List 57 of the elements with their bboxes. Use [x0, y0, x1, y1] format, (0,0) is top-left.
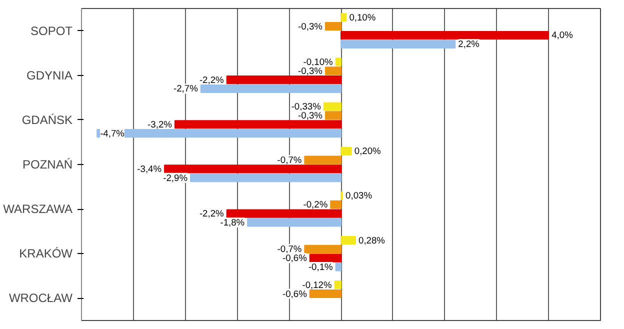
y-tick-label: POZNAŃ: [22, 158, 73, 172]
bar: [226, 209, 342, 218]
bar: [340, 146, 352, 156]
bar: [340, 30, 550, 40]
bar: [304, 244, 342, 254]
bar: [174, 120, 342, 129]
bar: [247, 218, 342, 227]
bar: [309, 289, 342, 298]
y-tick-label: SOPOT: [30, 24, 74, 38]
data-label: 0,20%: [354, 146, 381, 156]
data-label: -0,3%: [298, 110, 322, 120]
bar: [340, 236, 356, 245]
data-label: -0,2%: [303, 200, 328, 210]
data-label: 0,10%: [349, 12, 376, 22]
data-label: -0,1%: [308, 262, 333, 272]
bar: [324, 66, 342, 76]
data-label: -0,3%: [298, 21, 322, 32]
data-label: -0,12%: [302, 280, 332, 290]
data-label: 0,28%: [358, 235, 385, 246]
bar: [309, 254, 342, 262]
data-label: -3,2%: [148, 119, 172, 130]
data-label: 0,03%: [346, 190, 372, 201]
bar: [164, 164, 342, 174]
data-label: -0,6%: [282, 253, 307, 264]
y-tick-label: WARSZAWA: [3, 202, 72, 216]
bar: [323, 102, 342, 111]
data-label: 2,2%: [458, 39, 480, 50]
y-tick-label: GDAŃSK: [22, 112, 73, 127]
data-label: -0,7%: [277, 155, 302, 166]
y-tick-label: WROCŁAW: [8, 291, 74, 306]
bar: [334, 280, 342, 290]
data-label: -0,10%: [303, 56, 333, 67]
bar: [330, 200, 342, 209]
bar: [335, 262, 342, 272]
data-label: -3,4%: [137, 164, 162, 174]
bar: [304, 156, 342, 164]
y-tick-label: KRAKÓW: [19, 246, 74, 261]
bar: [200, 84, 342, 94]
data-label: -4,7%: [100, 128, 124, 138]
y-tick-label: GDYNIA: [26, 68, 73, 82]
bar: [324, 22, 342, 31]
bar: [226, 76, 342, 84]
data-label: -0,7%: [277, 244, 302, 254]
data-label: 4,0%: [552, 30, 573, 40]
data-label: -2,2%: [199, 74, 224, 85]
bar: [340, 40, 456, 48]
data-label: -0,3%: [298, 66, 322, 76]
data-label: -0,33%: [291, 102, 321, 112]
data-label: -2,7%: [174, 84, 198, 94]
bar: [340, 13, 347, 22]
bar: [335, 58, 342, 66]
data-label: -2,9%: [163, 172, 188, 183]
bar: [324, 111, 342, 120]
bar: [190, 174, 342, 182]
data-label: -2,2%: [199, 208, 224, 219]
data-label: -0,6%: [282, 288, 307, 299]
data-label: -1,8%: [220, 217, 245, 228]
